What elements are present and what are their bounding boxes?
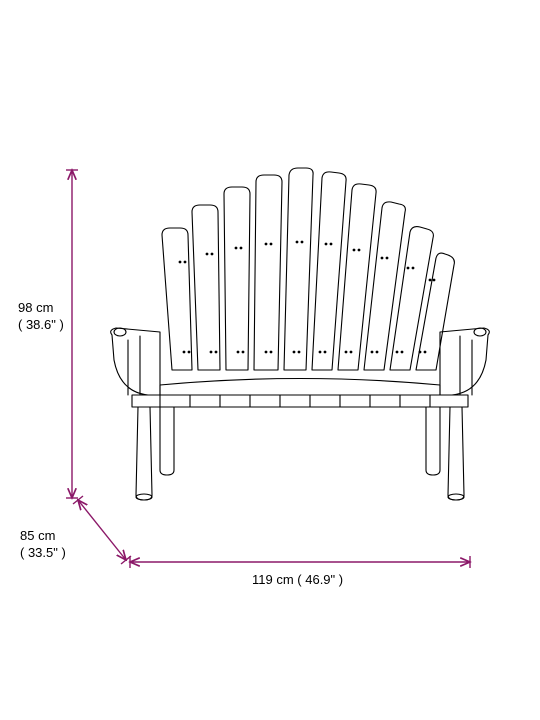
dimension-lines xyxy=(66,170,470,568)
bench-diagram xyxy=(0,0,540,720)
label-depth-cm: 85 cm xyxy=(20,528,66,545)
armrest-right xyxy=(440,328,489,395)
back-leg-left xyxy=(160,407,174,475)
label-depth-in: ( 33.5" ) xyxy=(20,545,66,562)
label-width-in: ( 46.9" ) xyxy=(297,572,343,587)
seat-slat-edges xyxy=(160,395,430,407)
front-leg-left xyxy=(136,407,152,500)
label-height-cm: 98 cm xyxy=(18,300,64,317)
label-depth: 85 cm ( 33.5" ) xyxy=(20,528,66,562)
bench-drawing xyxy=(111,168,490,500)
label-width: 119 cm ( 46.9" ) xyxy=(252,572,343,589)
label-height-in: ( 38.6" ) xyxy=(18,317,64,334)
back-slats xyxy=(162,168,454,370)
armrest-left xyxy=(111,328,160,395)
label-width-cm: 119 cm xyxy=(252,572,294,587)
front-leg-right xyxy=(448,407,464,500)
dim-depth-line xyxy=(78,500,126,560)
back-leg-right xyxy=(426,407,440,475)
label-height: 98 cm ( 38.6" ) xyxy=(18,300,64,334)
